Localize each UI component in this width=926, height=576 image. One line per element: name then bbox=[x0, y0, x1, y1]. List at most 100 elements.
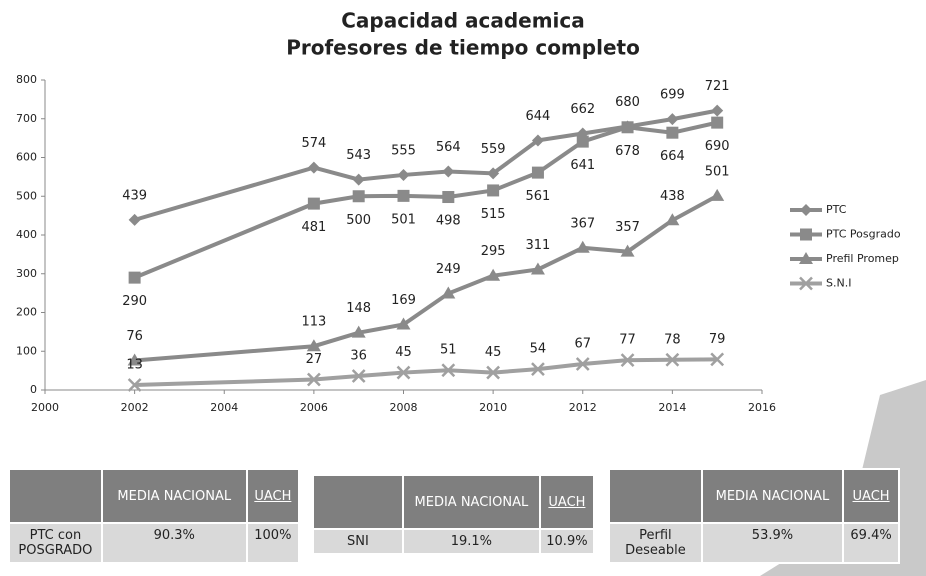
header-cell: MEDIA NACIONAL bbox=[700, 468, 845, 524]
x-tick-label: 2006 bbox=[300, 401, 328, 414]
legend-marker bbox=[800, 204, 812, 216]
data-label: 561 bbox=[526, 189, 551, 204]
marker bbox=[711, 104, 724, 117]
data-label: 113 bbox=[301, 315, 326, 330]
y-tick-label: 100 bbox=[16, 344, 37, 357]
marker bbox=[665, 213, 680, 226]
data-label: 438 bbox=[660, 189, 685, 204]
x-tick-label: 2016 bbox=[748, 401, 776, 414]
row: Perfil Deseable 53.9% 69.4% bbox=[608, 522, 900, 564]
marker bbox=[531, 166, 544, 179]
chart-subtitle: Profesores de tiempo completo bbox=[286, 36, 640, 60]
table: MEDIA NACIONAL UACH PTC con POSGRADO 90.3% 1… bbox=[8, 468, 301, 564]
legend-label: Prefil Promep bbox=[826, 252, 899, 265]
data-label: 559 bbox=[481, 142, 506, 157]
marker bbox=[620, 244, 635, 257]
header-cell: UACH bbox=[842, 468, 900, 524]
data-label: 690 bbox=[705, 139, 730, 154]
legend-label: PTC Posgrado bbox=[826, 228, 901, 241]
data-label: 45 bbox=[485, 345, 502, 360]
marker bbox=[306, 339, 321, 352]
data-label: 680 bbox=[615, 95, 640, 110]
data-label: 439 bbox=[122, 188, 147, 203]
y-tick-label: 0 bbox=[30, 383, 37, 396]
y-tick-label: 700 bbox=[16, 112, 37, 125]
data-label: 367 bbox=[570, 216, 595, 231]
marker bbox=[576, 135, 589, 148]
marker bbox=[442, 165, 455, 178]
marker bbox=[307, 161, 320, 174]
cell: 69.4% bbox=[842, 522, 900, 564]
table: MEDIA NACIONAL UACH Perfil Deseable 53.9% 69… bbox=[608, 468, 900, 564]
header-row: MEDIA NACIONAL UACH bbox=[312, 474, 596, 530]
marker bbox=[127, 353, 142, 366]
data-label: 169 bbox=[391, 293, 416, 308]
marker bbox=[442, 191, 455, 204]
data-label: 311 bbox=[526, 238, 551, 253]
marker bbox=[575, 357, 590, 371]
legend-marker bbox=[800, 228, 812, 241]
data-label: 555 bbox=[391, 143, 416, 158]
header-cell: MEDIA NACIONAL bbox=[401, 474, 541, 530]
legend-marker bbox=[799, 252, 813, 264]
x-tick-label: 2012 bbox=[569, 401, 597, 414]
data-label: 664 bbox=[660, 149, 685, 164]
data-label: 295 bbox=[481, 244, 506, 259]
marker bbox=[531, 134, 544, 147]
data-label: 249 bbox=[436, 262, 461, 277]
data-label: 79 bbox=[709, 332, 726, 347]
marker bbox=[665, 352, 680, 367]
cell: 100% bbox=[245, 522, 301, 564]
marker bbox=[397, 168, 410, 181]
marker bbox=[352, 190, 365, 203]
marker bbox=[620, 353, 635, 368]
data-label: 662 bbox=[570, 102, 595, 117]
marker bbox=[710, 352, 725, 367]
marker bbox=[306, 372, 321, 387]
marker bbox=[128, 213, 141, 226]
header-cell bbox=[8, 468, 103, 524]
header-cell: MEDIA NACIONAL bbox=[100, 468, 248, 524]
marker bbox=[397, 189, 410, 202]
data-label: 76 bbox=[126, 329, 143, 344]
data-label: 501 bbox=[705, 164, 730, 179]
row-label: SNI bbox=[312, 528, 404, 555]
x-tick-label: 2002 bbox=[121, 401, 149, 414]
marker bbox=[307, 197, 320, 210]
data-label: 678 bbox=[615, 144, 640, 159]
y-tick-label: 200 bbox=[16, 306, 37, 319]
marker bbox=[666, 113, 679, 126]
marker bbox=[621, 121, 634, 134]
data-label: 564 bbox=[436, 140, 461, 155]
chart-title: Capacidad academica bbox=[341, 9, 585, 33]
data-label: 290 bbox=[122, 294, 147, 309]
header-cell bbox=[608, 468, 703, 524]
marker bbox=[487, 167, 500, 180]
marker bbox=[666, 126, 679, 139]
data-label: 27 bbox=[306, 352, 323, 367]
marker bbox=[441, 363, 456, 378]
y-tick-label: 600 bbox=[16, 151, 37, 164]
table: MEDIA NACIONAL UACH SNI 19.1% 10.9% bbox=[312, 474, 596, 555]
marker bbox=[128, 271, 141, 284]
marker bbox=[351, 369, 366, 383]
marker bbox=[531, 362, 545, 376]
marker bbox=[396, 317, 411, 330]
y-tick-label: 500 bbox=[16, 189, 37, 202]
data-label: 721 bbox=[705, 79, 730, 94]
marker bbox=[487, 184, 500, 197]
data-label: 481 bbox=[301, 220, 326, 235]
marker bbox=[711, 116, 724, 129]
row: SNI 19.1% 10.9% bbox=[312, 528, 596, 555]
data-label: 498 bbox=[436, 214, 461, 229]
cell: 19.1% bbox=[401, 528, 541, 555]
marker bbox=[441, 286, 456, 299]
cell: 90.3% bbox=[100, 522, 248, 564]
data-label: 36 bbox=[350, 349, 367, 364]
cell: 10.9% bbox=[538, 528, 596, 555]
data-label: 45 bbox=[395, 345, 412, 360]
marker bbox=[486, 365, 501, 380]
legend-marker bbox=[799, 276, 813, 291]
